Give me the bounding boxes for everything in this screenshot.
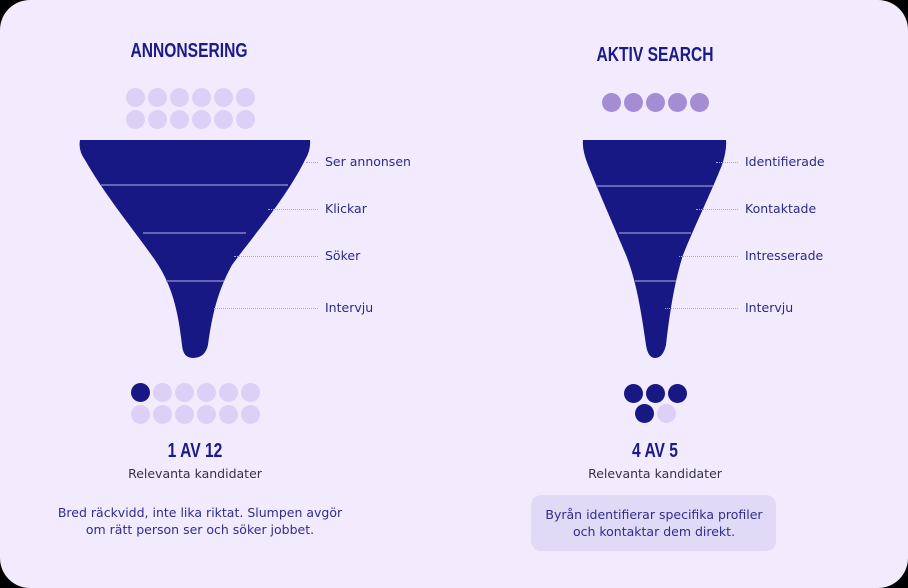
candidate-dot — [197, 383, 216, 402]
leader-line — [234, 256, 318, 257]
candidate-dot — [646, 93, 665, 112]
stage-label: Identifierade — [745, 154, 825, 169]
left-top-dots — [126, 88, 255, 129]
candidate-dot-relevant — [668, 384, 687, 403]
candidate-dot — [192, 88, 211, 107]
stage-label: Klickar — [325, 201, 367, 216]
candidate-dot — [219, 383, 238, 402]
candidate-dot — [657, 404, 676, 423]
leader-line — [268, 209, 318, 210]
candidate-dot — [668, 93, 687, 112]
left-description: Bred räckvidd, inte lika riktat. Slumpen… — [57, 505, 343, 537]
leader-line — [214, 308, 318, 309]
candidate-dot — [153, 405, 172, 424]
right-title: AKTIV SEARCH — [596, 44, 714, 66]
candidate-dot — [241, 405, 260, 424]
candidate-dot-relevant — [131, 383, 150, 402]
stage-label: Kontaktade — [745, 201, 817, 216]
candidate-dot — [148, 110, 167, 129]
candidate-dot — [690, 93, 709, 112]
left-result-label: Relevanta kandidater — [128, 466, 262, 481]
candidate-dot — [175, 383, 194, 402]
candidate-dot — [219, 405, 238, 424]
candidate-dot-relevant — [646, 384, 665, 403]
candidate-dot — [126, 88, 145, 107]
left-result-dots — [131, 383, 260, 424]
candidate-dot — [197, 405, 216, 424]
stage-label: Söker — [325, 248, 361, 263]
candidate-dot — [214, 88, 233, 107]
right-result-count: 4 AV 5 — [632, 440, 678, 462]
left-result-count: 1 AV 12 — [167, 440, 223, 462]
candidate-dot — [241, 383, 260, 402]
candidate-dot — [126, 110, 145, 129]
candidate-dot — [236, 88, 255, 107]
right-description-box — [531, 495, 776, 551]
stage-label: Intervju — [745, 300, 794, 315]
candidate-dot — [148, 88, 167, 107]
candidate-dot — [192, 110, 211, 129]
right-top-dots — [602, 93, 709, 112]
right-result-label: Relevanta kandidater — [588, 466, 722, 481]
stage-label: Ser annonsen — [325, 154, 411, 169]
candidate-dot — [153, 383, 172, 402]
leader-line — [306, 162, 318, 163]
candidate-dot — [624, 93, 643, 112]
candidate-dot-relevant — [635, 404, 654, 423]
leader-line — [716, 162, 738, 163]
leader-line — [696, 209, 738, 210]
stage-label: Intresserade — [745, 248, 824, 263]
candidate-dot — [214, 110, 233, 129]
candidate-dot — [602, 93, 621, 112]
leader-line — [679, 256, 738, 257]
candidate-dot — [236, 110, 255, 129]
candidate-dot — [170, 88, 189, 107]
candidate-dot-relevant — [624, 384, 643, 403]
stage-label: Intervju — [325, 300, 374, 315]
candidate-dot — [131, 405, 150, 424]
candidate-dot — [175, 405, 194, 424]
right-description: Byrån identifierar specifika profiler oc… — [545, 507, 763, 539]
candidate-dot — [170, 110, 189, 129]
left-title: ANNONSERING — [130, 40, 248, 62]
leader-line — [665, 308, 738, 309]
